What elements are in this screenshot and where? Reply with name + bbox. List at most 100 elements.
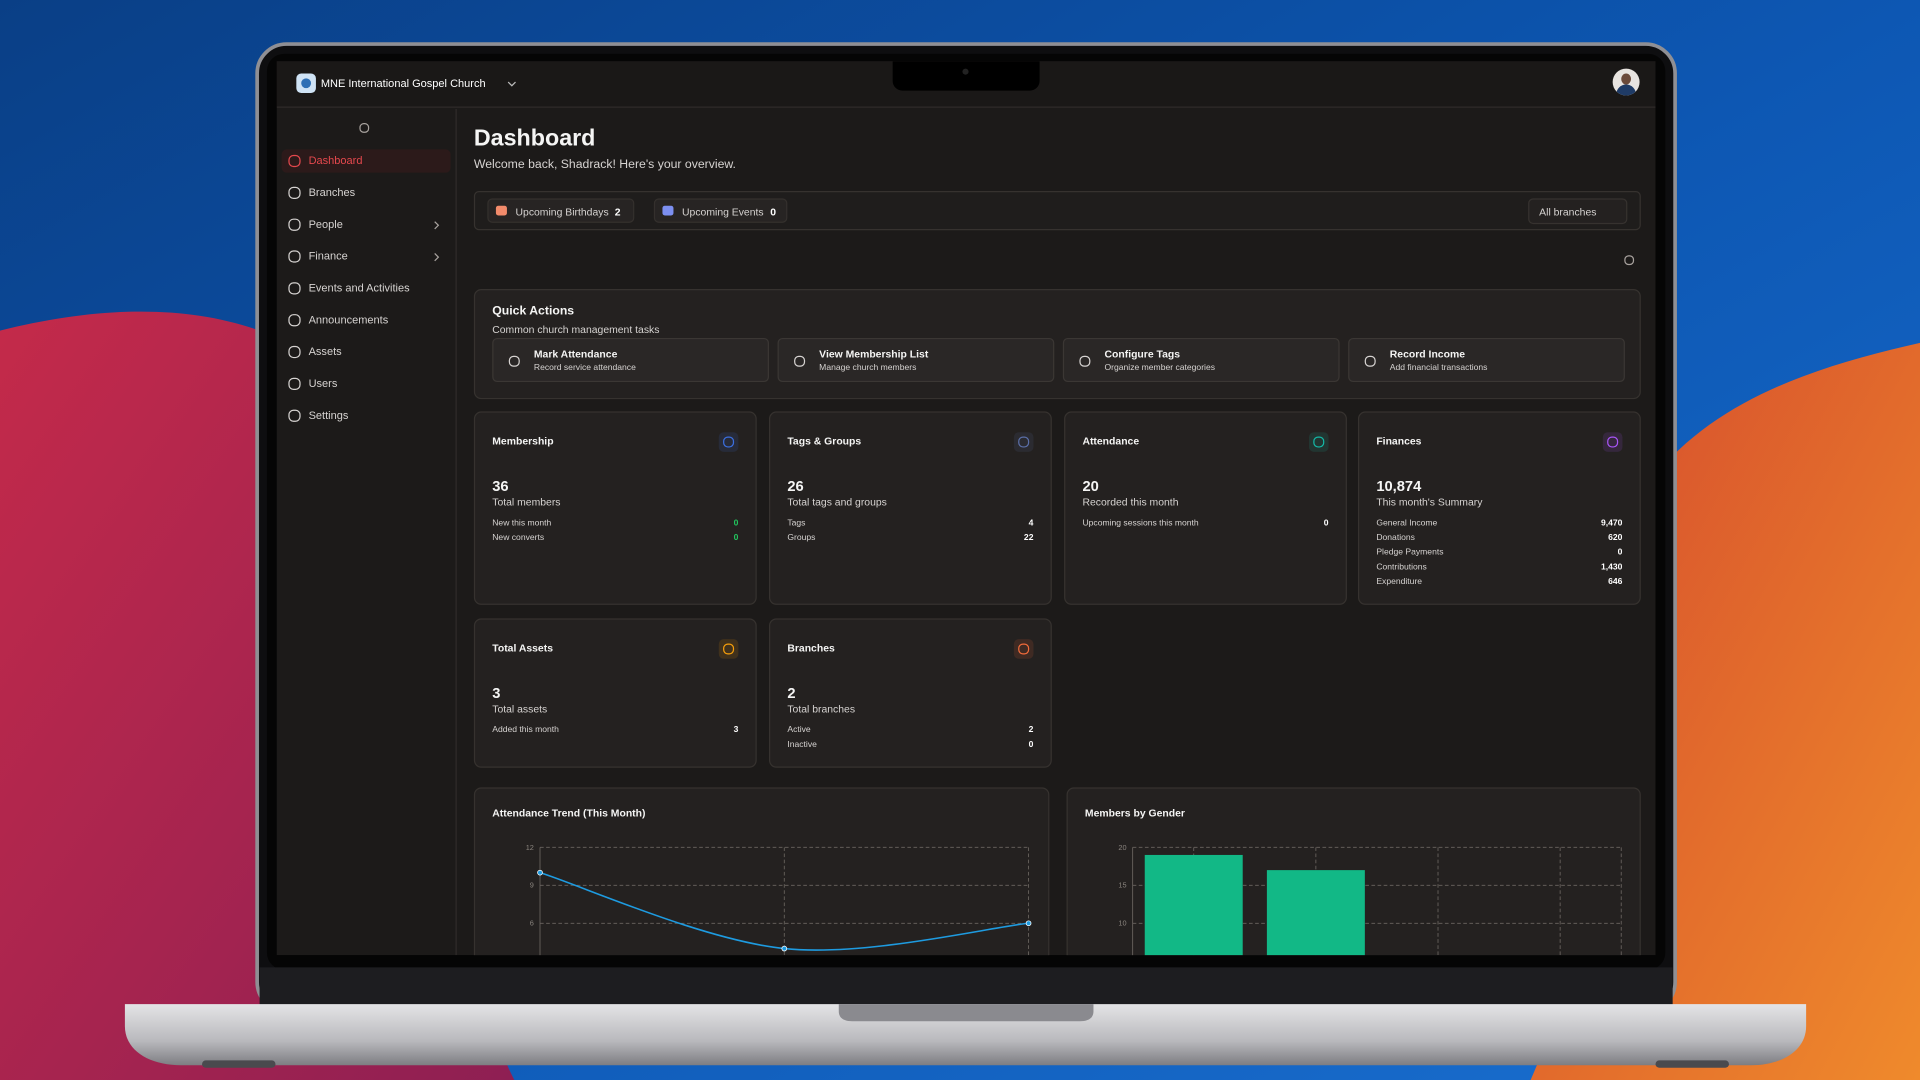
card-row-value: 22	[1023, 533, 1034, 543]
icon-shape	[288, 250, 301, 263]
icon	[1624, 255, 1635, 266]
card-label: Total assets	[492, 702, 548, 716]
icon-shape	[359, 123, 370, 133]
y-tick-label: 12	[526, 843, 534, 852]
action-button[interactable]: View Membership List Manage church member…	[777, 337, 1055, 383]
icon	[288, 345, 301, 359]
card-icon	[1308, 432, 1329, 452]
badge[interactable]: Upcoming Events 0	[653, 198, 788, 223]
summary-bar: Upcoming Birthdays 2 Upcoming Events 0 All b…	[473, 191, 1641, 231]
sidebar-item[interactable]: Finance	[282, 245, 451, 268]
chevron-path	[434, 253, 440, 262]
icon	[288, 409, 301, 422]
chart-card: Members by Gender 10 15 20	[1066, 787, 1641, 956]
sidebar-item[interactable]: Events and Activities	[282, 277, 451, 300]
badge-count: 0	[770, 205, 777, 218]
card-icon	[1602, 432, 1623, 452]
y-tick-label: 10	[1118, 919, 1126, 928]
card-title: Finances	[1376, 434, 1422, 447]
card-row-label: Inactive	[787, 740, 817, 750]
action-description: Manage church members	[819, 363, 917, 373]
camera-notch	[892, 61, 1040, 91]
icon	[288, 282, 301, 295]
action-button[interactable]: Configure Tags Organize member categories	[1062, 337, 1340, 383]
screen: MNE International Gospel Church Dashboard…	[276, 61, 1656, 956]
sidebar-item[interactable]: Announcements	[282, 309, 451, 332]
sidebar-item[interactable]: Dashboard	[281, 149, 451, 173]
card-value: 3	[492, 684, 501, 702]
stat-card: Attendance 20 Recorded this month Upcoming …	[1064, 411, 1347, 605]
icon-shape	[1079, 355, 1091, 367]
stat-card: Tags & Groups 26 Total tags and groups Tags…	[768, 411, 1052, 605]
icon-shape	[1624, 255, 1635, 266]
icon-shape	[288, 282, 301, 295]
stat-card: Branches 2 Total branches Active 2 Inactive 0	[768, 618, 1052, 768]
icon-shape	[288, 345, 301, 359]
sidebar-item[interactable]: Branches	[282, 181, 451, 204]
icon	[508, 355, 520, 367]
bar	[1144, 854, 1243, 956]
bar	[1266, 870, 1365, 956]
action-title: Mark Attendance	[533, 347, 618, 360]
avatar-body	[1616, 84, 1636, 96]
sidebar-item[interactable]: Settings	[282, 404, 451, 427]
card-value: 20	[1082, 477, 1099, 495]
card-label: Total tags and groups	[787, 495, 887, 509]
card-row-label: Contributions	[1376, 563, 1427, 572]
badge-label: Upcoming Birthdays	[515, 205, 609, 218]
branch-filter[interactable]: All branches	[1528, 198, 1628, 225]
avatar[interactable]	[1612, 68, 1640, 96]
page-title: Dashboard	[473, 126, 596, 152]
icon	[1607, 436, 1619, 448]
icon-shape	[288, 218, 301, 231]
icon-shape	[288, 409, 301, 422]
sidebar-item[interactable]: Users	[282, 372, 451, 395]
card-row-value: 0	[1028, 740, 1034, 750]
icon	[1079, 355, 1091, 367]
chevron-path	[507, 81, 516, 87]
chevron	[507, 81, 516, 87]
chevron-path	[434, 221, 440, 230]
action-button[interactable]: Record Income Add financial transactions	[1348, 337, 1625, 383]
card-value: 10,874	[1376, 477, 1422, 495]
icon-shape	[723, 436, 735, 448]
badge-label: Upcoming Events	[682, 205, 764, 218]
chart-title: Members by Gender	[1084, 806, 1185, 820]
icon-shape	[288, 186, 301, 199]
action-description: Record service attendance	[533, 363, 636, 373]
card-label: Total members	[492, 495, 561, 509]
icon-shape	[508, 355, 520, 367]
icon	[1313, 436, 1325, 448]
chart-card: Attendance Trend (This Month) 6 9 12	[473, 787, 1050, 956]
submenu-chevron	[434, 221, 440, 230]
badge-icon	[662, 205, 674, 216]
badge[interactable]: Upcoming Birthdays 2	[487, 198, 635, 223]
sidebar-label: Announcements	[308, 313, 389, 326]
card-icon	[718, 639, 739, 659]
org-logo-inner	[301, 78, 312, 89]
branch-filter-label: All branches	[1539, 205, 1597, 218]
action-description: Organize member categories	[1104, 363, 1216, 373]
card-title: Tags & Groups	[787, 434, 862, 447]
card-value: 26	[787, 477, 804, 495]
data-point	[1025, 920, 1032, 927]
card-title: Attendance	[1082, 434, 1140, 447]
organization-selector[interactable]: MNE International Gospel Church	[294, 73, 527, 95]
sidebar-label: People	[308, 217, 343, 231]
section-subtitle: Common church management tasks	[492, 323, 660, 336]
card-row-value: 0	[1617, 548, 1623, 558]
card-row-value: 3	[733, 726, 739, 735]
icon	[723, 643, 735, 655]
card-row-label: Added this month	[492, 726, 559, 735]
sidebar-item[interactable]: Assets	[282, 340, 451, 363]
card-row-value: 9,470	[1600, 519, 1623, 528]
icon	[1364, 355, 1376, 367]
card-icon	[1013, 639, 1034, 659]
icon	[288, 250, 301, 263]
org-name: MNE International Gospel Church	[320, 77, 486, 90]
sidebar-item[interactable]: People	[282, 213, 451, 236]
icon-shape	[288, 154, 301, 168]
avatar-head	[1621, 73, 1632, 85]
badge-count: 2	[614, 205, 621, 218]
action-button[interactable]: Mark Attendance Record service attendance	[492, 337, 769, 383]
